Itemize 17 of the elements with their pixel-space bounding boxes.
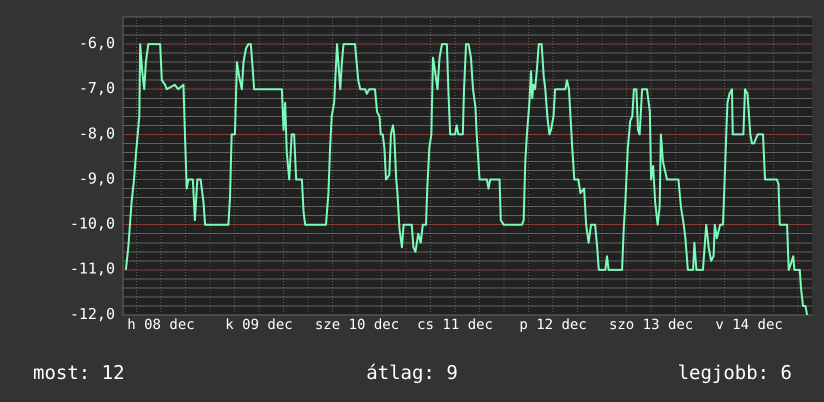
x-tick-label: sze 10 dec (314, 317, 400, 334)
x-tick-label: cs 11 dec (417, 317, 493, 334)
x-tick-label: p 12 dec (519, 317, 587, 334)
y-tick-label: -9,0 (78, 169, 115, 188)
y-tick-label: -12,0 (70, 304, 115, 323)
x-tick-label: h 08 dec (127, 317, 195, 334)
y-tick-label: -6,0 (78, 34, 115, 52)
text: legjobb: 6 (678, 362, 792, 384)
y-tick-label: -10,0 (70, 214, 115, 233)
y-tick-label: -7,0 (78, 79, 115, 98)
y-tick-label: -8,0 (78, 124, 115, 142)
x-tick-label: v 14 dec (715, 317, 783, 334)
x-tick-label: szo 13 dec (608, 317, 694, 334)
x-tick-label: k 09 dec (225, 317, 293, 334)
text: átlag: 9 (366, 362, 458, 384)
text: most: 12 (33, 362, 125, 384)
y-tick-label: -11,0 (70, 260, 115, 278)
